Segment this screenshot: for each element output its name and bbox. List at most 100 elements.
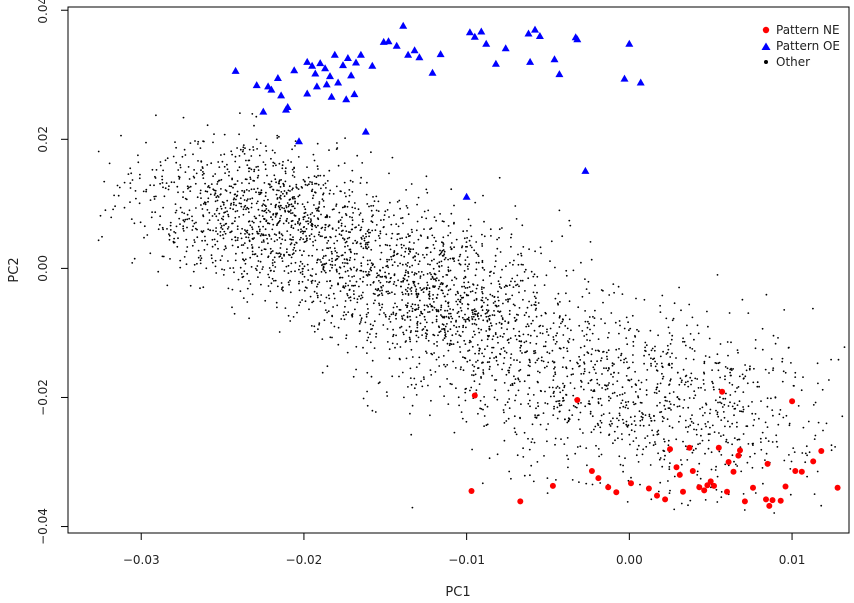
point-other (396, 238, 399, 241)
point-other (387, 266, 389, 269)
point-other (486, 312, 488, 314)
point-other (509, 261, 511, 264)
point-other (584, 405, 587, 408)
point-other (549, 327, 552, 330)
point-other (325, 262, 328, 265)
point-other (509, 364, 512, 366)
point-other (471, 364, 474, 366)
point-other (698, 462, 701, 465)
point-other (481, 352, 483, 355)
point-other (189, 190, 192, 193)
point-other (639, 401, 642, 404)
point-other (415, 288, 418, 291)
point-other (185, 238, 188, 241)
point-other (429, 228, 431, 231)
point-other (707, 447, 710, 450)
point-other (493, 295, 496, 298)
point-other (552, 338, 555, 341)
point-other (635, 437, 638, 439)
point-pattern-ne (792, 468, 799, 474)
point-other (410, 293, 413, 295)
point-other (402, 280, 404, 283)
point-other (456, 330, 459, 333)
point-other (521, 279, 524, 282)
point-other (526, 306, 529, 309)
point-other (311, 181, 313, 184)
point-pattern-ne (468, 488, 475, 494)
point-other (502, 346, 505, 349)
point-other (447, 289, 450, 292)
point-other (540, 314, 543, 317)
point-other (438, 365, 441, 367)
point-other (318, 323, 320, 326)
point-other (435, 279, 437, 282)
point-other (202, 286, 205, 289)
point-other (295, 183, 298, 186)
point-other (379, 275, 382, 278)
point-pattern-oe (620, 74, 629, 82)
point-other (206, 190, 209, 193)
point-other (485, 297, 487, 299)
point-other (486, 298, 489, 301)
point-other (585, 333, 588, 336)
point-other (294, 145, 296, 147)
point-other (563, 399, 565, 402)
point-other (814, 434, 817, 437)
point-other (204, 239, 207, 242)
point-other (393, 293, 396, 295)
point-other (511, 294, 514, 297)
point-other (311, 228, 313, 231)
point-other (589, 412, 592, 415)
point-other (528, 315, 530, 318)
point-other (457, 396, 460, 399)
point-other (365, 247, 367, 250)
point-other (227, 287, 230, 290)
point-other (276, 189, 278, 192)
point-other (244, 258, 247, 261)
point-other (104, 209, 107, 212)
point-other (264, 195, 267, 198)
point-other (727, 354, 729, 357)
point-other (680, 463, 683, 466)
point-other (614, 439, 616, 442)
point-other (243, 190, 246, 192)
point-other (502, 362, 505, 365)
point-other (699, 442, 701, 445)
point-other (335, 185, 338, 188)
point-other (257, 260, 260, 262)
point-other (450, 343, 453, 346)
point-other (481, 362, 483, 364)
point-other (675, 438, 678, 441)
point-other (348, 289, 351, 291)
point-other (496, 247, 499, 250)
point-other (292, 238, 294, 241)
point-other (317, 168, 319, 170)
point-other (347, 275, 350, 277)
point-other (351, 313, 354, 315)
point-other (699, 477, 702, 480)
point-other (426, 333, 428, 336)
point-other (533, 352, 535, 355)
point-other (435, 315, 438, 318)
point-other (392, 328, 394, 331)
point-other (713, 388, 715, 391)
point-other (374, 288, 377, 291)
point-other (528, 387, 531, 389)
point-other (653, 419, 656, 422)
point-other (361, 280, 364, 283)
point-other (206, 124, 209, 127)
point-other (607, 369, 609, 372)
point-other (370, 266, 372, 269)
point-other (359, 321, 362, 323)
point-other (220, 225, 223, 227)
point-other (303, 212, 306, 215)
point-other (245, 159, 247, 162)
point-other (322, 268, 325, 271)
point-other (369, 259, 371, 262)
point-other (299, 231, 302, 233)
point-other (663, 458, 666, 461)
point-other (265, 205, 267, 208)
point-other (701, 439, 704, 442)
point-other (251, 113, 254, 115)
point-other (638, 410, 641, 413)
